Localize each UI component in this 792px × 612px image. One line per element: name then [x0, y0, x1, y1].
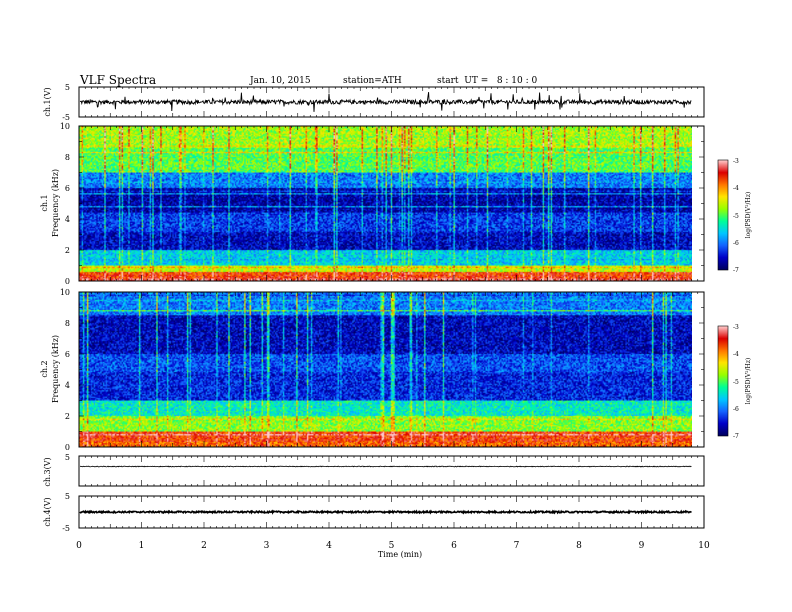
ch2-freq-tick-8: 8 — [65, 319, 70, 328]
ch1-waveform-trace — [79, 92, 692, 112]
ch1-colorbar-label: log(PSD(V²/Hz) — [745, 192, 752, 239]
time-tick-label: 5 — [389, 541, 395, 551]
start-time-label: start UT = 8 : 10 : 0 — [437, 76, 538, 86]
ch2-cbar-tick-m3: -3 — [733, 324, 739, 331]
ch2-cbar-tick-m7: -7 — [733, 433, 739, 440]
ch4-ytick-bottom: -5 — [62, 524, 70, 533]
ch1-colorbar — [718, 160, 728, 270]
ch4-ytick-top: 5 — [65, 492, 70, 501]
station-label: station=ATH — [343, 76, 402, 86]
time-tick-label: 2 — [201, 541, 207, 551]
ch2-cbar-tick-m6: -6 — [733, 406, 739, 413]
ch2-freq-tick-2: 2 — [65, 412, 70, 421]
ch1-freq-tick-8: 8 — [65, 153, 70, 162]
ch1-freq-tick-0: 0 — [65, 277, 70, 286]
ch2-spectrogram-heatmap — [79, 292, 692, 447]
ch1-spectrogram-heatmap — [79, 126, 692, 281]
ch1-ytick-top: 5 — [65, 83, 70, 92]
ch1-cbar-tick-m4: -4 — [733, 185, 739, 192]
ch1-spec-ylabel: Frequency (kHz) — [51, 169, 60, 237]
time-tick-label: 3 — [264, 541, 270, 551]
ch2-colorbar-frame — [717, 325, 729, 437]
time-tick-label: 10 — [698, 541, 710, 551]
ch1-freq-tick-4: 4 — [65, 215, 70, 224]
ch4-ylabel: ch.4(V) — [43, 497, 52, 526]
ch4-waveform-trace — [79, 509, 692, 515]
date-label: Jan. 10, 2015 — [249, 76, 311, 86]
time-tick-label: 0 — [76, 541, 82, 551]
ch2-freq-tick-4: 4 — [65, 381, 70, 390]
time-tick-label: 4 — [326, 541, 332, 551]
ch2-spec-ylabel: Frequency (kHz) — [51, 335, 60, 403]
ch1-freq-tick-2: 2 — [65, 246, 70, 255]
ch2-freq-tick-0: 0 — [65, 443, 70, 452]
ch2-spectrogram-panel: 0 2 4 6 8 10 ch.2 Frequency (kHz) -3 -4 … — [40, 288, 752, 452]
ch1-frequency-ticks: 0 2 4 6 8 10 — [60, 122, 70, 286]
time-axis-ticks — [78, 87, 705, 528]
ch2-colorbar — [718, 326, 728, 436]
time-axis-title: Time (min) — [378, 550, 422, 559]
ch1-colorbar-frame — [717, 159, 729, 271]
ch1-cbar-tick-m7: -7 — [733, 267, 739, 274]
time-tick-label: 8 — [576, 541, 582, 551]
ch2-spec-channel-label: ch.2 — [40, 360, 49, 377]
time-tick-label: 7 — [514, 541, 520, 551]
ch1-spec-channel-label: ch.1 — [40, 194, 49, 211]
ch2-freq-tick-10: 10 — [60, 288, 70, 297]
time-axis-labels: 0 1 2 3 4 5 6 7 8 9 10 — [76, 541, 710, 551]
time-tick-label: 9 — [639, 541, 645, 551]
ch1-spectrogram-panel: 0 2 4 6 8 10 ch.1 Frequency (kHz) -3 -4 … — [40, 122, 752, 286]
ch2-freq-tick-6: 6 — [65, 350, 70, 359]
ch2-cbar-tick-m4: -4 — [733, 351, 739, 358]
ch2-colorbar-label: log(PSD(V²/Hz) — [745, 358, 752, 405]
ch1-ylabel: ch.1(V) — [43, 87, 52, 116]
ch1-freq-tick-6: 6 — [65, 184, 70, 193]
ch3-ylabel: ch.3(V) — [43, 457, 52, 486]
ch1-freq-tick-10: 10 — [60, 122, 70, 131]
ch3-waveform-panel: 5 ch.3(V) — [43, 453, 705, 487]
ch3-waveform-trace — [80, 465, 692, 468]
figure-title: VLF Spectra — [79, 73, 156, 87]
ch1-cbar-tick-m6: -6 — [733, 240, 739, 247]
time-tick-label: 1 — [139, 541, 145, 551]
ch2-frequency-ticks: 0 2 4 6 8 10 — [60, 288, 70, 452]
ch3-ytick-top: 5 — [65, 453, 70, 462]
time-tick-label: 6 — [451, 541, 457, 551]
ch2-cbar-tick-m5: -5 — [733, 379, 739, 386]
ch1-waveform-panel: 5 -5 ch.1(V) — [43, 83, 705, 122]
ch1-cbar-tick-m5: -5 — [733, 213, 739, 220]
ch1-ytick-bottom: -5 — [62, 113, 70, 122]
ch4-waveform-panel: 5 -5 ch.4(V) — [43, 492, 705, 533]
ch1-cbar-tick-m3: -3 — [733, 158, 739, 165]
